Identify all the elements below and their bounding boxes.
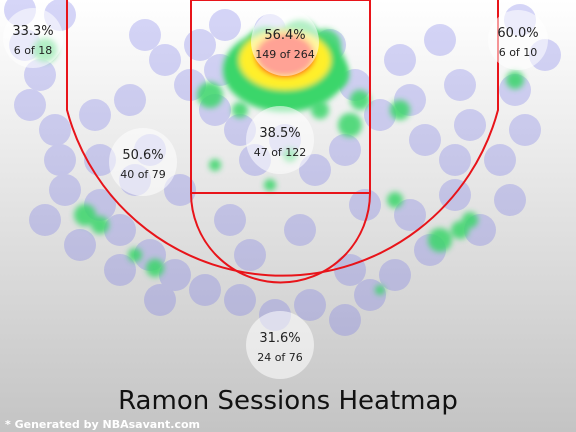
zone-bubble: [251, 8, 319, 76]
zone-made-of-attempts: 24 of 76: [257, 351, 303, 364]
zone-bubble: [3, 8, 63, 68]
zone-percentage: 33.3%: [12, 24, 53, 39]
chart-title: Ramon Sessions Heatmap: [118, 386, 458, 416]
court-lines: [66, 0, 499, 284]
free-throw-circle: [190, 192, 371, 284]
paint-lane: [190, 0, 371, 194]
zone-percentage: 60.0%: [497, 26, 538, 41]
zone-labels: 33.3% 6 of 18 56.4% 149 of 264 60.0% 6 of 10 5…: [3, 8, 548, 379]
zone-made-of-attempts: 47 of 122: [254, 146, 307, 159]
zone-made-of-attempts: 40 of 79: [120, 168, 166, 181]
zone-made-of-attempts: 6 of 10: [499, 46, 538, 59]
zone-bubble: [246, 311, 314, 379]
zone-bubble: [488, 10, 548, 70]
generated-by-footer: * Generated by NBAsavant.com: [5, 418, 200, 431]
zone-right-corner-three: 60.0% 6 of 10: [488, 10, 548, 70]
zone-above-break-three: 31.6% 24 of 76: [246, 311, 314, 379]
zone-left-corner-three: 33.3% 6 of 18: [3, 8, 63, 68]
heat-low-density-layer: [4, 0, 561, 336]
zone-restricted-area: 56.4% 149 of 264: [251, 8, 319, 76]
zone-percentage: 31.6%: [259, 331, 300, 346]
zone-percentage: 50.6%: [122, 148, 163, 163]
zone-made-of-attempts: 6 of 18: [14, 44, 53, 57]
zone-percentage: 38.5%: [259, 126, 300, 141]
zone-left-mid-range: 50.6% 40 of 79: [109, 128, 177, 196]
zone-percentage: 56.4%: [264, 28, 305, 43]
zone-bubble: [109, 128, 177, 196]
zone-paint-non-ra: 38.5% 47 of 122: [246, 106, 314, 174]
zone-bubble: [246, 106, 314, 174]
three-point-line: [66, 0, 499, 277]
zone-made-of-attempts: 149 of 264: [255, 48, 315, 61]
